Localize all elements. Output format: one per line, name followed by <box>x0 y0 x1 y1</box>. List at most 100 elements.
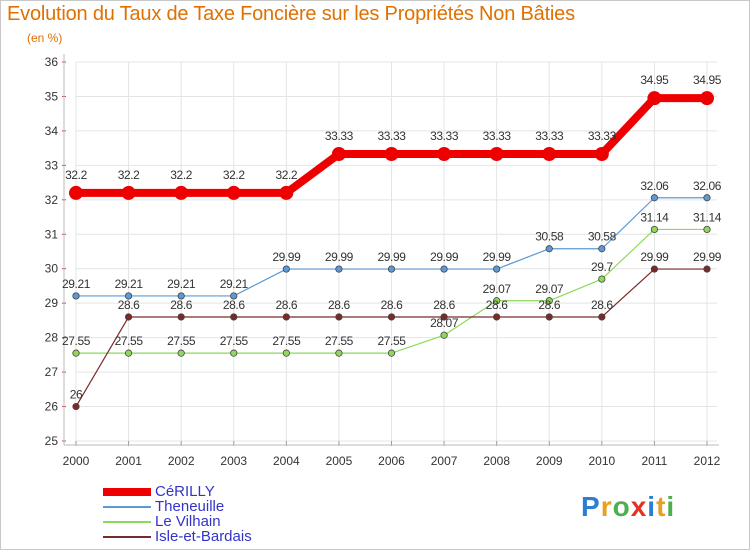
data-label-1: 29.99 <box>377 250 406 264</box>
x-tick-label: 2010 <box>588 454 615 468</box>
data-label-2: 28.07 <box>430 316 459 330</box>
series-point-3 <box>124 313 133 321</box>
legend-label: Theneuille <box>155 498 225 515</box>
logo-letter: x <box>630 491 648 522</box>
series-point-0 <box>174 185 189 200</box>
series-point-2 <box>177 349 185 357</box>
chart-title: Evolution du Taux de Taxe Foncière sur l… <box>7 3 575 25</box>
series-point-1 <box>335 265 343 273</box>
data-label-0: 33.33 <box>325 129 354 143</box>
data-label-3: 28.6 <box>381 298 403 312</box>
series-point-0 <box>437 146 452 161</box>
series-point-3 <box>177 313 185 321</box>
y-tick-label: 30 <box>45 262 59 276</box>
series-point-3 <box>650 265 659 273</box>
series-point-2 <box>282 349 290 357</box>
data-label-2: 29.07 <box>535 282 564 296</box>
series-point-0 <box>69 185 83 200</box>
data-label-3: 28.6 <box>328 298 350 312</box>
data-label-2: 31.14 <box>693 210 722 224</box>
x-tick-label: 2011 <box>642 454 668 468</box>
series-point-3 <box>387 313 396 321</box>
series-point-2 <box>124 349 133 357</box>
series-point-2 <box>650 225 659 234</box>
y-tick-label: 27 <box>45 365 59 379</box>
chart-legend: CéRILLY Theneuille Le Vilhain Isle-et-Barda… <box>101 484 252 544</box>
data-label-2: 29.7 <box>591 260 613 274</box>
y-tick-label: 34 <box>45 124 59 138</box>
series-point-2 <box>230 349 238 357</box>
series-point-0 <box>700 91 714 106</box>
data-label-2: 31.14 <box>640 210 669 224</box>
series-point-3 <box>440 313 448 321</box>
x-tick-label: 2002 <box>168 454 195 468</box>
legend-label: Le Vilhain <box>155 513 221 530</box>
series-point-1 <box>387 265 396 273</box>
y-tick-label: 36 <box>45 55 59 69</box>
data-label-3: 28.6 <box>170 298 192 312</box>
data-label-1: 29.21 <box>62 277 91 291</box>
data-label-1: 29.99 <box>430 250 459 264</box>
data-label-0: 32.2 <box>118 168 140 182</box>
series-point-0 <box>384 146 399 161</box>
legend-label: Isle-et-Bardais <box>155 528 252 545</box>
logo-letter: r <box>600 491 613 522</box>
data-label-0: 32.2 <box>65 168 87 182</box>
series-point-1 <box>72 292 80 300</box>
legend-item: Isle-et-Bardais <box>101 529 252 544</box>
data-label-1: 30.58 <box>588 230 617 244</box>
x-tick-label: 2004 <box>273 454 300 468</box>
series-point-2 <box>545 297 553 305</box>
legend-item: Theneuille <box>101 499 252 514</box>
data-label-1: 29.21 <box>167 277 196 291</box>
proxiti-logo: Proxiti <box>581 491 675 523</box>
series-point-1 <box>545 245 553 253</box>
data-label-3: 28.6 <box>223 298 245 312</box>
series-point-0 <box>594 146 609 161</box>
series-point-3 <box>230 313 238 321</box>
legend-swatch <box>103 487 151 496</box>
series-point-0 <box>489 146 504 161</box>
logo-letter: P <box>581 491 601 522</box>
series-point-0 <box>331 146 346 161</box>
series-point-0 <box>542 146 557 161</box>
logo-letter: t <box>656 491 667 522</box>
series-point-1 <box>177 292 185 300</box>
data-label-1: 32.06 <box>693 179 722 193</box>
series-point-3 <box>72 402 80 411</box>
data-label-3: 29.99 <box>640 250 669 264</box>
data-label-0: 32.2 <box>223 168 245 182</box>
data-label-0: 33.33 <box>588 129 617 143</box>
y-tick-label: 32 <box>45 193 59 207</box>
series-point-3 <box>703 265 711 273</box>
legend-swatch <box>103 505 151 508</box>
x-tick-label: 2006 <box>378 454 405 468</box>
series-point-2 <box>598 275 606 283</box>
data-label-1: 29.99 <box>272 250 301 264</box>
logo-letter: o <box>612 491 631 522</box>
legend-swatch <box>103 535 151 538</box>
series-point-2 <box>703 225 711 234</box>
series-point-1 <box>703 194 711 202</box>
data-label-3: 29.99 <box>693 250 722 264</box>
series-point-3 <box>493 313 501 321</box>
data-label-0: 32.2 <box>275 168 297 182</box>
series-point-2 <box>440 331 448 339</box>
data-label-0: 33.33 <box>430 129 459 143</box>
series-point-0 <box>647 91 662 106</box>
data-label-2: 27.55 <box>220 334 249 348</box>
y-tick-label: 25 <box>45 434 59 448</box>
series-point-3 <box>282 313 290 321</box>
series-point-2 <box>335 349 343 357</box>
data-label-0: 34.95 <box>640 73 669 87</box>
data-label-0: 33.33 <box>535 129 564 143</box>
series-point-2 <box>493 297 501 305</box>
x-tick-label: 2000 <box>63 454 90 468</box>
data-label-2: 27.55 <box>377 334 406 348</box>
series-point-3 <box>598 313 606 321</box>
data-label-1: 29.99 <box>483 250 512 264</box>
data-label-2: 27.55 <box>115 334 144 348</box>
data-label-2: 29.07 <box>483 282 512 296</box>
